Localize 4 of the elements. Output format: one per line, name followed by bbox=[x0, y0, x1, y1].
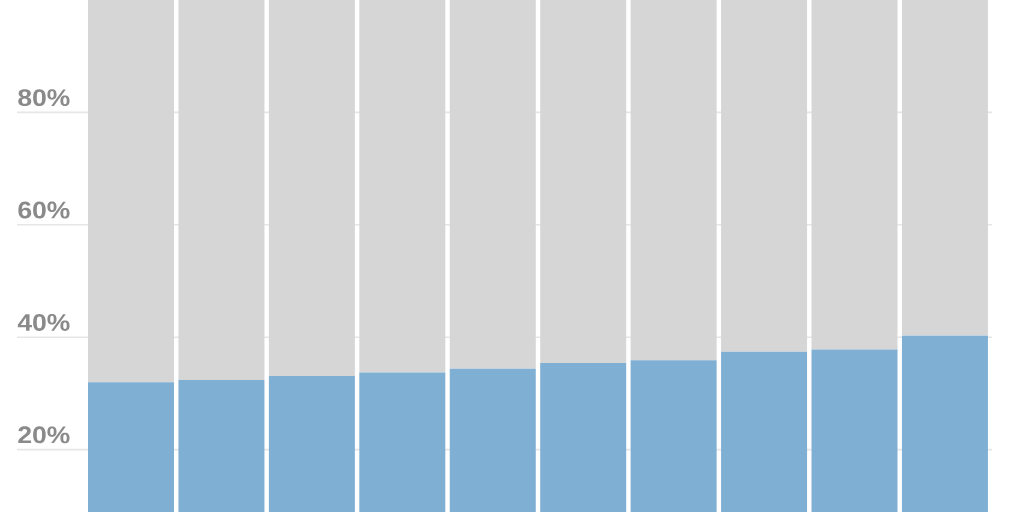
y-tick-label: 80% bbox=[18, 89, 70, 107]
y-tick-label: 20% bbox=[18, 426, 70, 444]
y-tick-label: 40% bbox=[17, 313, 70, 331]
y-tick-label: 60% bbox=[18, 201, 70, 219]
